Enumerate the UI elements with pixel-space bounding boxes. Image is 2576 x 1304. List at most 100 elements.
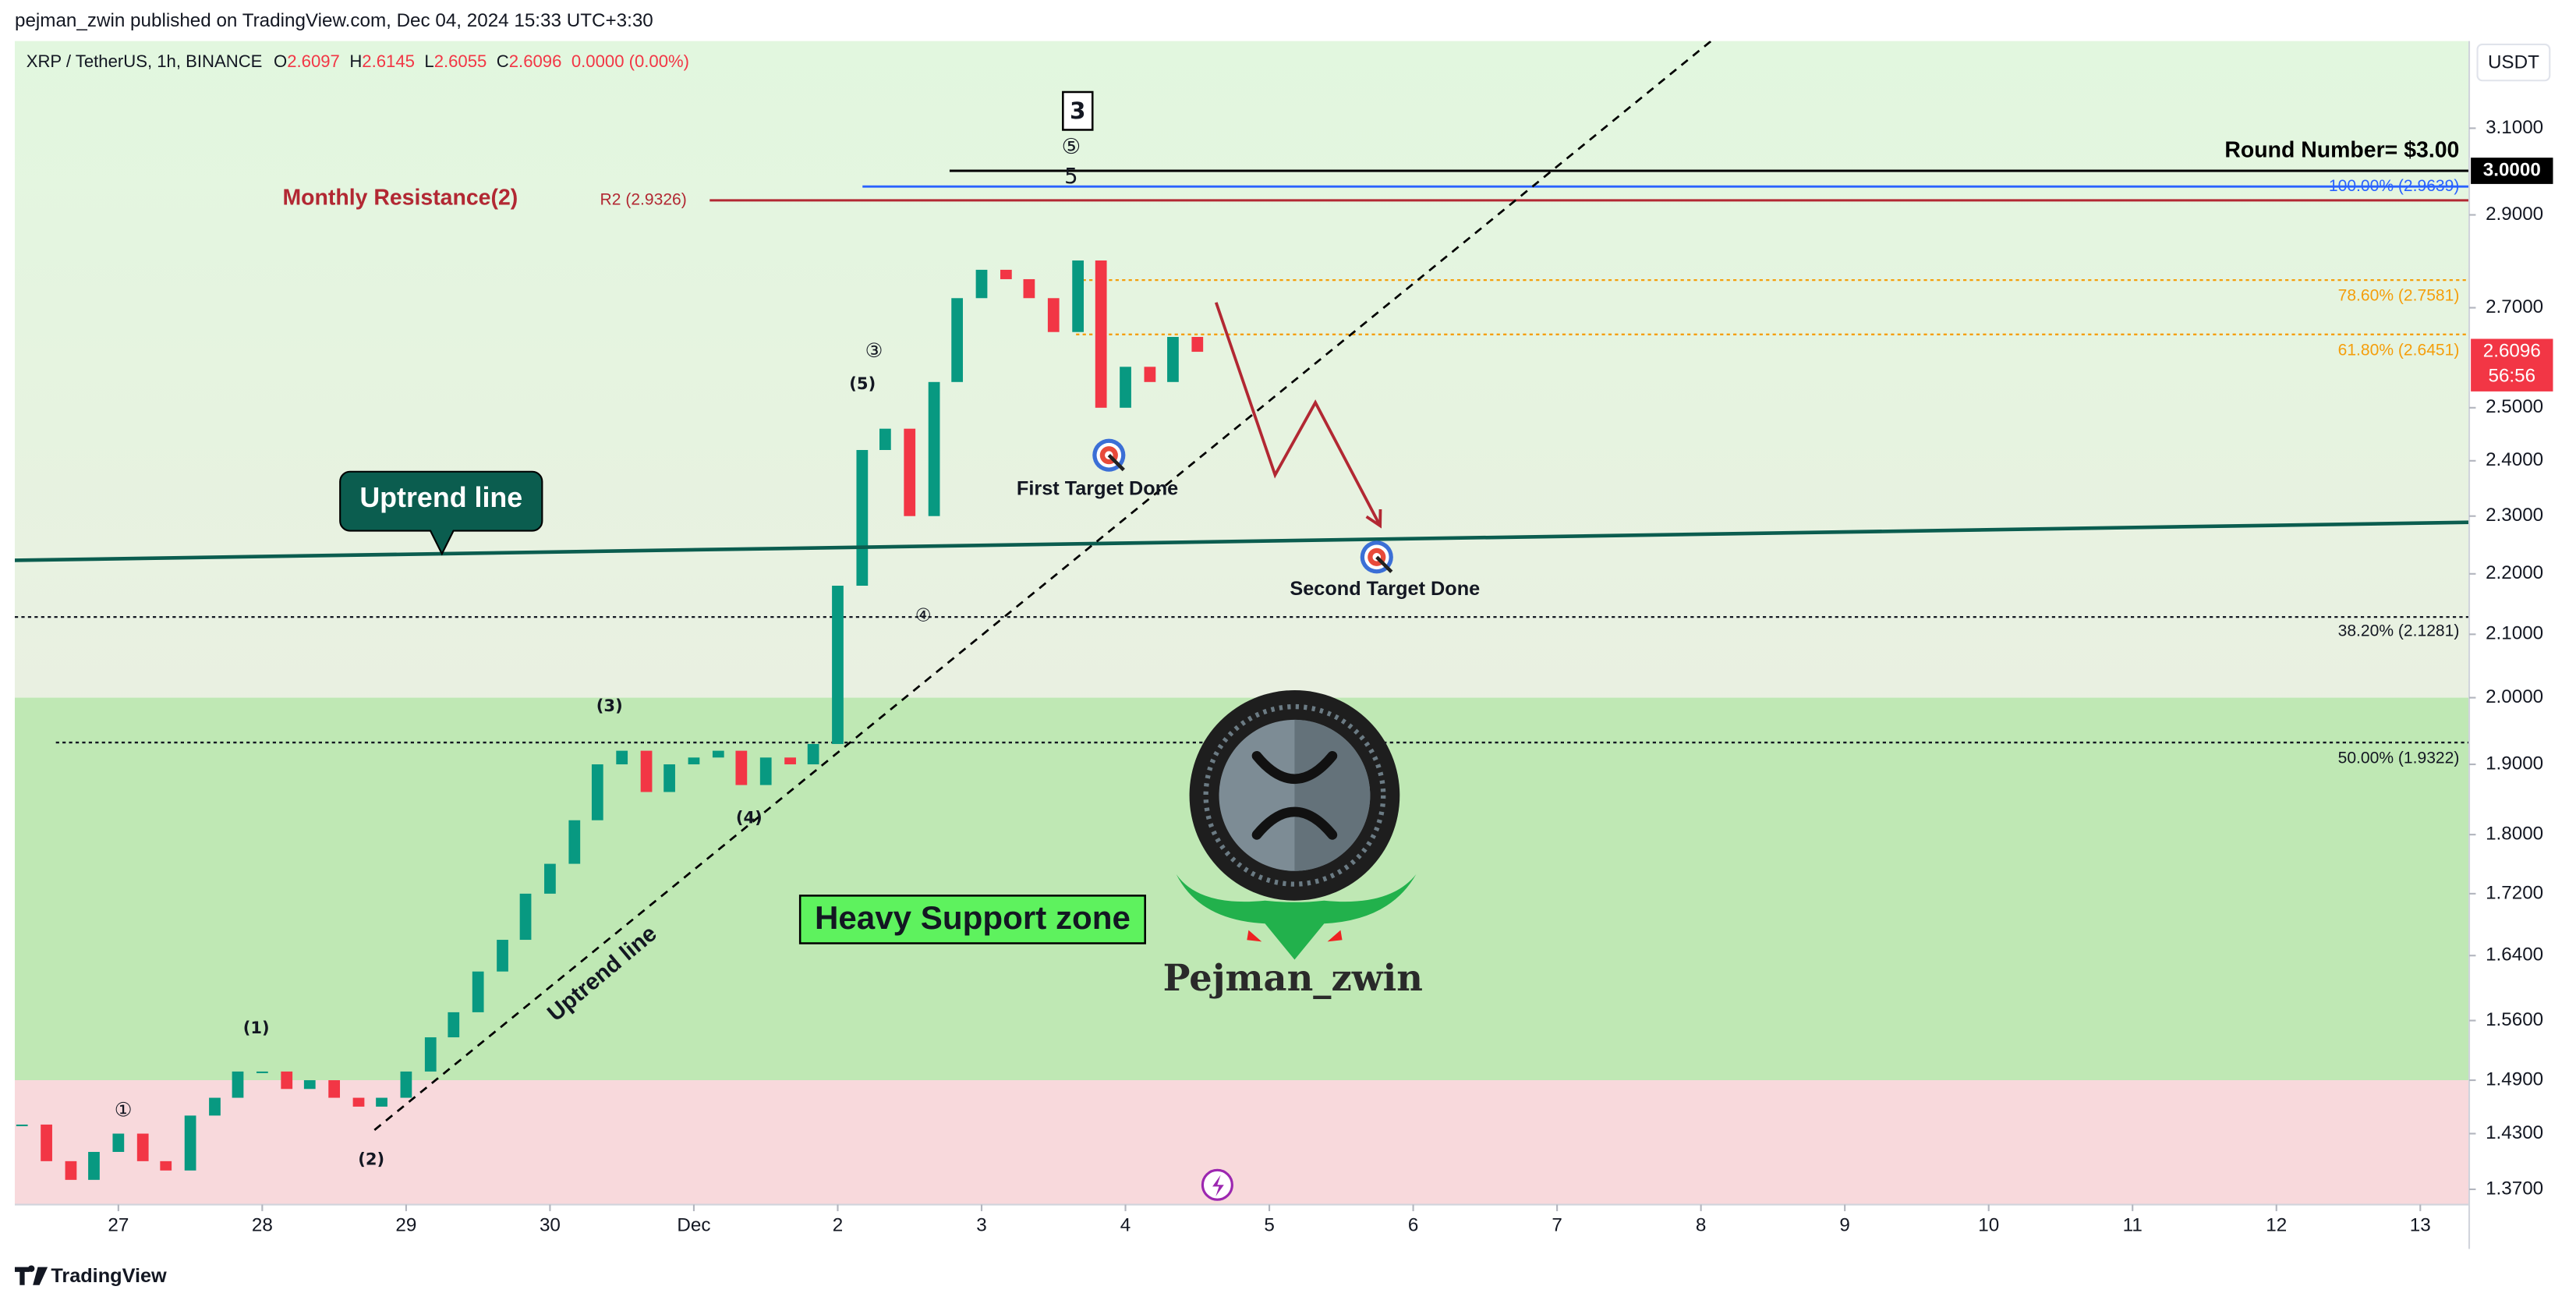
ohlc-value: 2.6097 — [287, 51, 340, 71]
footer-logo — [14, 1265, 48, 1285]
second-target-label: Second Target Done — [1290, 578, 1480, 600]
ohlc-key: O — [274, 51, 287, 71]
zone — [14, 1080, 2470, 1205]
candle — [41, 1124, 52, 1161]
ohlc-key: L — [424, 51, 433, 71]
x-tick-label: 8 — [1696, 1214, 1706, 1235]
ohlc-key: H — [349, 51, 362, 71]
candle — [712, 750, 724, 758]
wave-label: (4) — [736, 807, 763, 827]
support-label: Heavy Support zone — [815, 899, 1131, 936]
x-tick-label: 28 — [252, 1214, 273, 1235]
callout-box — [339, 470, 543, 556]
y-tick-label: 2.9000 — [2486, 204, 2543, 225]
xrp-logo — [1176, 689, 1417, 960]
projection-head — [1365, 508, 1382, 529]
candle — [400, 1071, 412, 1098]
x-tick-label: 13 — [2410, 1214, 2431, 1235]
candle — [1191, 337, 1204, 353]
level-label: Round Number= $3.00 — [2224, 137, 2459, 162]
candle — [1000, 269, 1012, 279]
x-tick-label: 2 — [833, 1214, 843, 1235]
candle — [160, 1160, 172, 1171]
ohlc-value: 2.6055 — [434, 51, 487, 71]
uptrend-callout — [339, 470, 543, 556]
monthly-resistance-label: Monthly Resistance(2) — [282, 185, 518, 210]
level-label: 38.20% (2.1281) — [2338, 622, 2460, 640]
candle — [1095, 260, 1107, 408]
event-icon-bolt — [1212, 1175, 1224, 1196]
trendline — [373, 41, 1713, 1131]
x-tick-label: 12 — [2266, 1214, 2287, 1235]
candle — [856, 449, 869, 586]
symbol-line: XRP / TetherUS, 1h, BINANCE O2.6097 H 2.6… — [27, 51, 689, 71]
currency: USDT — [2488, 52, 2539, 73]
candle — [759, 757, 772, 785]
countdown: 56:56 — [2489, 365, 2536, 386]
level-label: 78.60% (2.7581) — [2338, 287, 2460, 305]
level-label: 61.80% (2.6451) — [2338, 341, 2460, 359]
y-tick-label: 2.5000 — [2486, 396, 2543, 417]
y-tick-label: 1.5600 — [2486, 1009, 2543, 1030]
trendlines — [14, 41, 2470, 1131]
wave-box — [1062, 90, 1094, 131]
y-tick-label: 2.2000 — [2486, 562, 2543, 583]
candle — [472, 971, 484, 1012]
candle — [568, 820, 581, 864]
axes: 3.1000 2.9000 2.7000 2.5000 2.4000 2.3000 2.20… — [108, 117, 2543, 1236]
candle — [591, 764, 603, 820]
candle — [1047, 298, 1060, 332]
candle — [65, 1160, 77, 1180]
candle — [303, 1080, 316, 1090]
x-tick-label: 4 — [1120, 1214, 1131, 1235]
x-tick-label: Dec — [677, 1214, 710, 1235]
y-tick-label: 2.3000 — [2486, 505, 2543, 526]
y-tick-label: 1.6400 — [2486, 944, 2543, 966]
candle — [832, 586, 844, 744]
trendline-label: Uptrend line — [359, 482, 522, 513]
x-tick-label: 30 — [540, 1214, 561, 1235]
y-tick-label: 2.4000 — [2486, 449, 2543, 470]
author-label: Pejman_zwin — [1163, 956, 1423, 999]
wave-label: ④ — [915, 605, 932, 626]
publisher: pejman_zwin published on TradingView.com… — [15, 10, 653, 31]
price-tags: 3.0000 2.6096 56:56 — [2471, 158, 2553, 392]
wave-label: 5 — [1064, 165, 1077, 189]
footer-brand: TradingView — [51, 1265, 167, 1287]
zones — [14, 697, 2470, 1205]
x-tick-label: 29 — [395, 1214, 416, 1235]
x-tick-label: 11 — [2123, 1214, 2143, 1235]
currency-button[interactable] — [2476, 43, 2551, 82]
candle — [136, 1133, 149, 1161]
y-tick-label: 1.7200 — [2486, 882, 2543, 903]
candle — [519, 893, 532, 941]
symbol: XRP / TetherUS, 1h, BINANCE — [27, 51, 263, 71]
candle — [1144, 367, 1156, 382]
x-tick-label: 9 — [1839, 1214, 1849, 1235]
ohlc-key: C — [497, 51, 509, 71]
x-tick-label: 27 — [108, 1214, 129, 1235]
wave-labels: 3 ⑤ 5 ③ (5) ④ (3) (4) (1) ① (2) — [115, 97, 1086, 1169]
candle — [879, 428, 891, 450]
candle — [735, 750, 748, 785]
candle — [928, 381, 940, 516]
candle — [281, 1071, 293, 1090]
level-label: 100.00% (2.9639) — [2329, 177, 2459, 195]
candle — [1023, 278, 1035, 299]
candle — [232, 1071, 244, 1098]
round-tag-label: 3.0000 — [2483, 159, 2541, 180]
candle — [184, 1115, 196, 1171]
candle — [497, 940, 508, 972]
first-target-label: First Target Done — [1017, 478, 1178, 500]
candle — [1120, 367, 1131, 408]
levels: Round Number= $3.00 100.00% (2.9639) R2 (2… — [14, 137, 2470, 767]
price-tag-label: 2.6096 — [2483, 341, 2541, 362]
candle — [663, 764, 675, 792]
candle — [616, 750, 628, 765]
round-tag — [2471, 158, 2553, 184]
wave-label: (3) — [596, 696, 623, 715]
candle — [904, 428, 916, 516]
candle — [688, 757, 700, 765]
